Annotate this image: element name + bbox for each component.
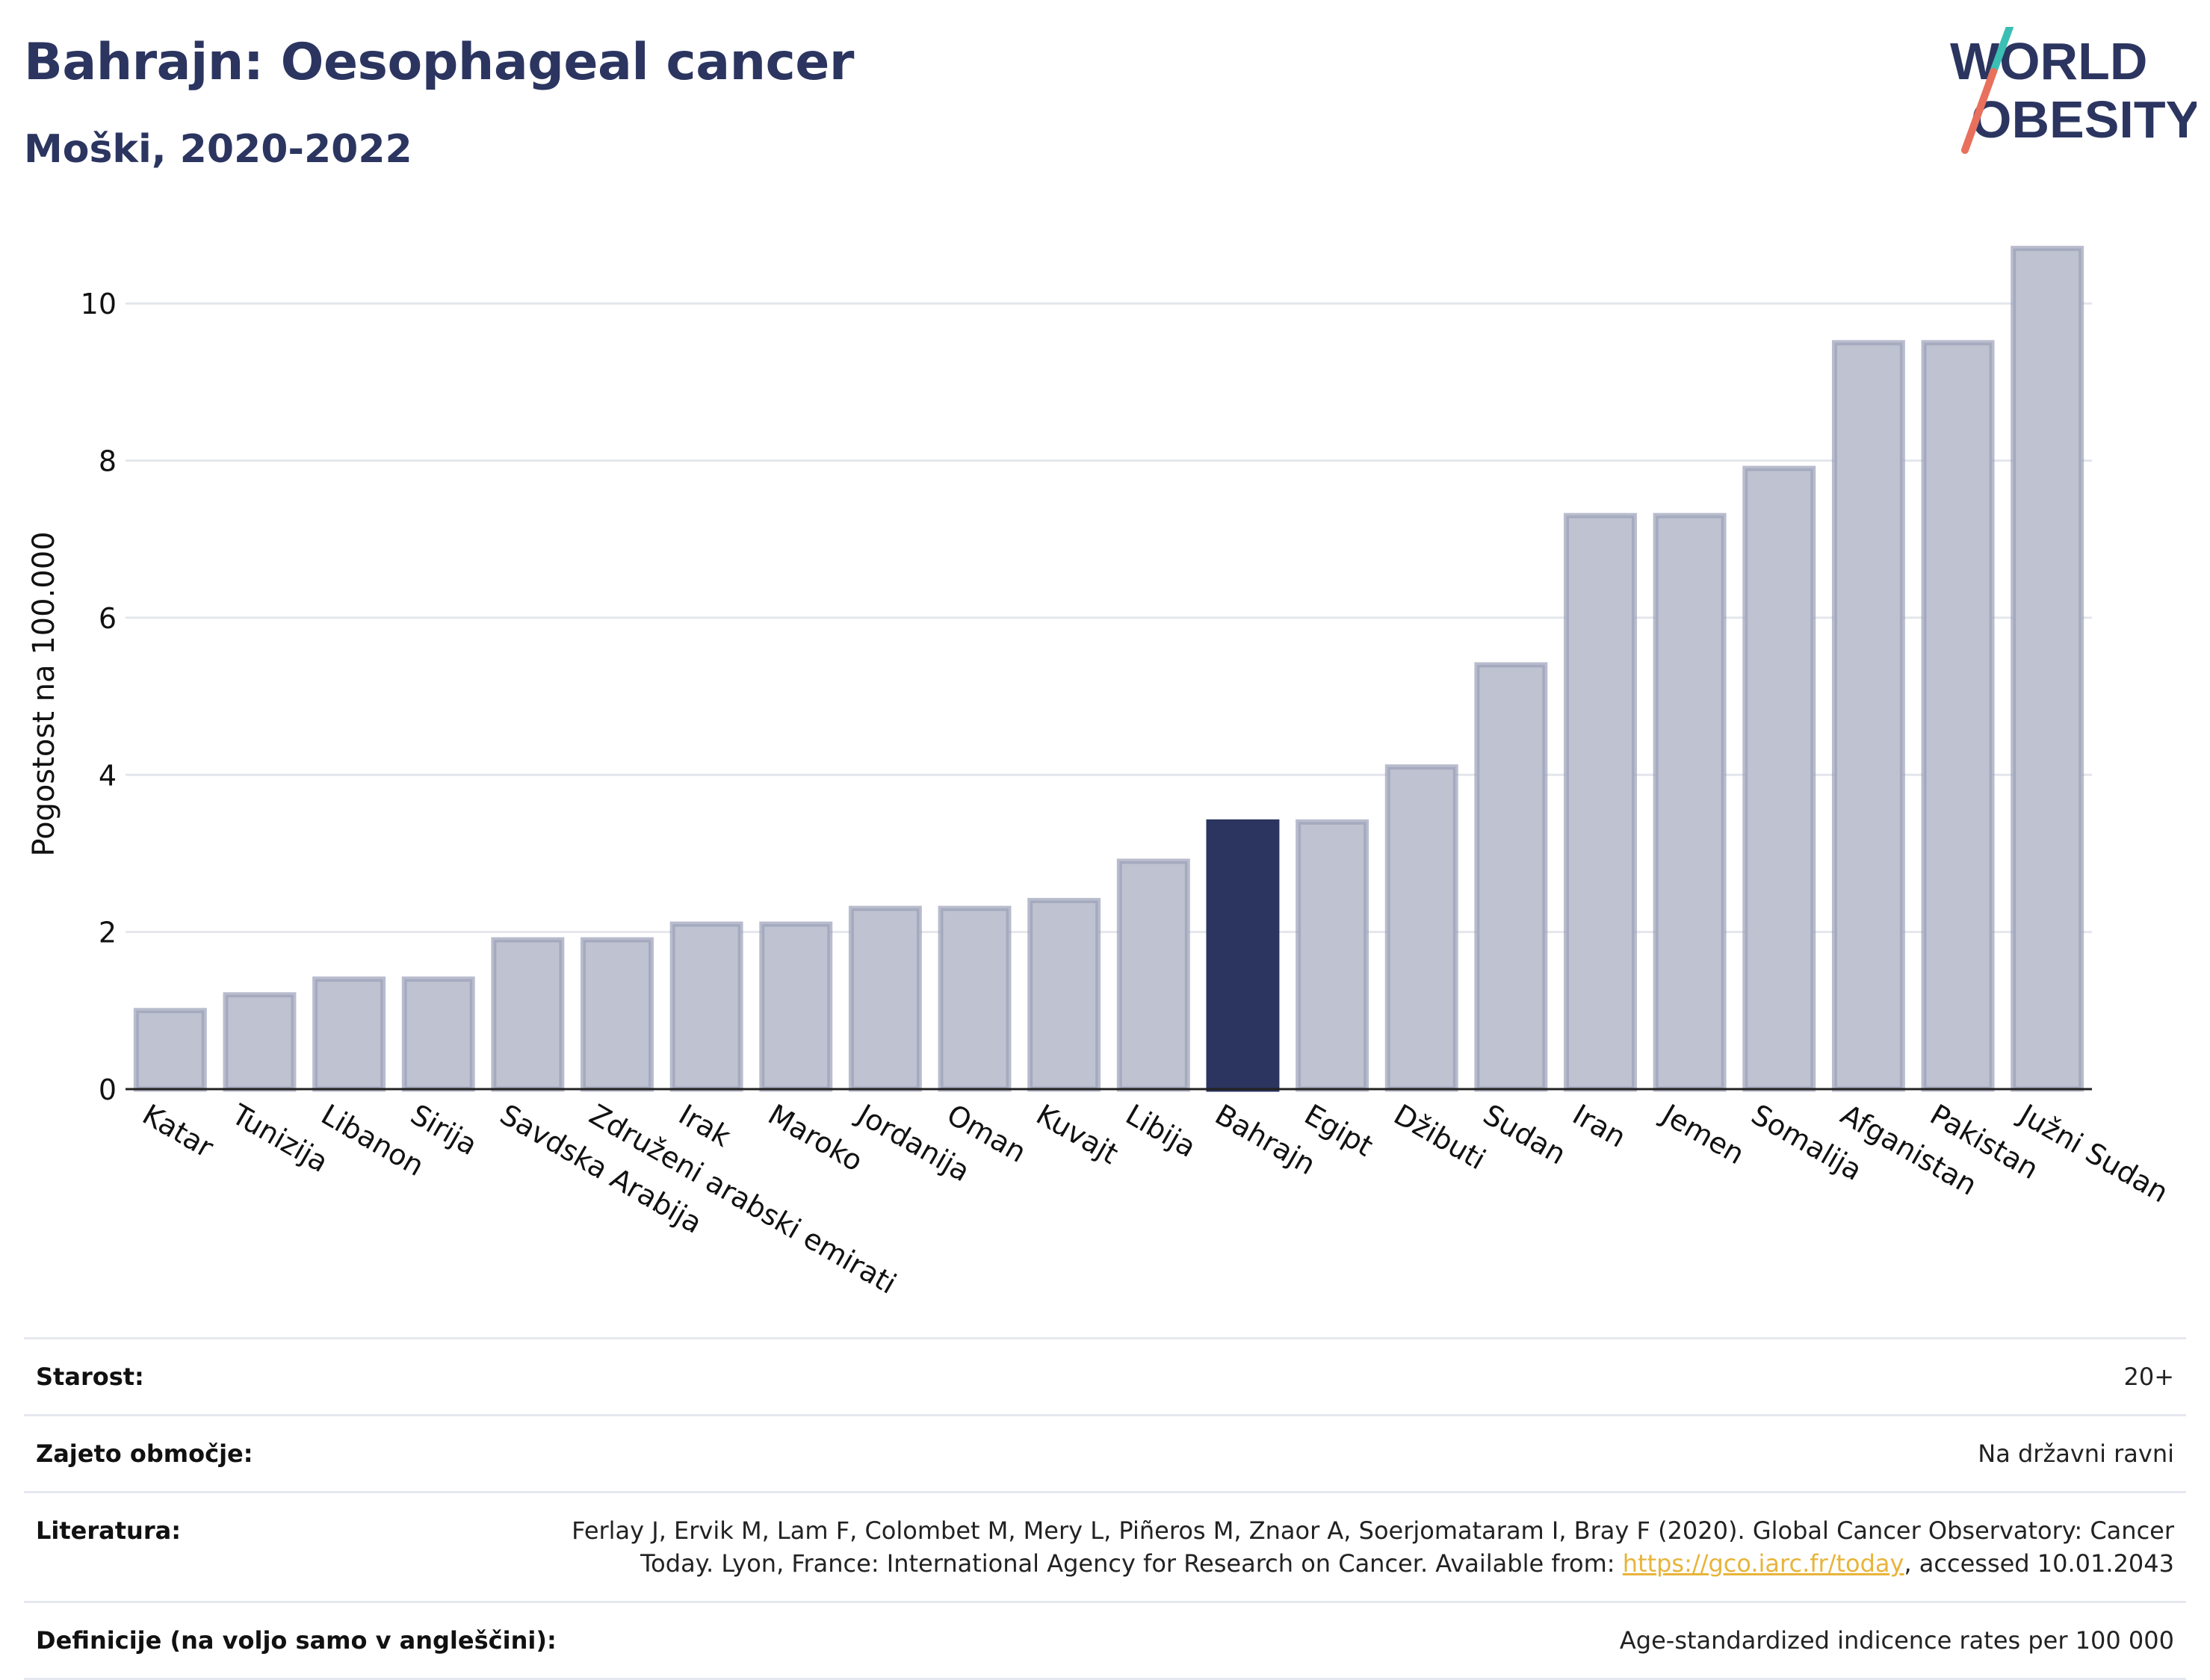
bar-jordanija xyxy=(848,905,922,1092)
bar-oman xyxy=(938,905,1012,1092)
x-tick-label: Maroko xyxy=(763,1098,869,1178)
literature-value: Ferlay J, Ervik M, Lam F, Colombet M, Me… xyxy=(568,1514,2174,1580)
bar-jemen xyxy=(1653,512,1727,1092)
y-tick-label: 4 xyxy=(99,759,117,792)
y-tick-label: 10 xyxy=(81,288,117,320)
svg-text:OBESITY: OBESITY xyxy=(1971,90,2197,149)
x-tick-label: Jemen xyxy=(1655,1097,1750,1171)
bar-somalija xyxy=(1742,465,1816,1092)
info-row-age: Starost: 20+ xyxy=(24,1337,2186,1414)
y-axis-ticks: 0 2 4 6 8 10 xyxy=(81,288,117,1106)
coverage-value: Na državni ravni xyxy=(1978,1439,2174,1468)
coverage-label: Zajeto območje: xyxy=(36,1439,253,1468)
x-tick-label: Tunizija xyxy=(226,1097,334,1179)
info-table: Starost: 20+ Zajeto območje: Na državni … xyxy=(24,1337,2186,1680)
x-tick-label: Sudan xyxy=(1478,1098,1572,1171)
bar-sudan xyxy=(1474,662,1548,1092)
literature-link[interactable]: https://gco.iarc.fr/today xyxy=(1622,1549,1904,1578)
bar-združeni-arabski-emirati xyxy=(581,937,654,1092)
bar-katar xyxy=(133,1008,207,1092)
bar-libanon xyxy=(312,976,386,1092)
literature-label: Literatura: xyxy=(36,1516,181,1545)
bar-tunizija xyxy=(223,992,297,1092)
world-obesity-logo: WORLD OBESITY xyxy=(1950,27,2197,154)
bar-sirija xyxy=(401,976,475,1092)
definitions-value: Age-standardized indicence rates per 100… xyxy=(1619,1626,2174,1655)
bar-južni-sudan xyxy=(2011,246,2084,1092)
x-tick-label: Katar xyxy=(137,1098,219,1165)
info-row-literature: Literatura: Ferlay J, Ervik M, Lam F, Co… xyxy=(24,1491,2186,1601)
bar-kuvajt xyxy=(1027,898,1101,1092)
svg-text:WORLD: WORLD xyxy=(1950,32,2147,90)
bar-pakistan xyxy=(1921,340,1995,1092)
y-tick-label: 2 xyxy=(99,917,117,949)
bar-maroko xyxy=(759,921,833,1092)
age-value: 20+ xyxy=(2123,1363,2174,1391)
bars xyxy=(133,246,2084,1092)
info-row-coverage: Zajeto območje: Na državni ravni xyxy=(24,1414,2186,1491)
page-title: Bahrajn: Oesophageal cancer xyxy=(24,33,854,92)
bar-afganistan xyxy=(1831,340,1905,1092)
x-tick-label: Kuvajt xyxy=(1031,1098,1124,1171)
bar-irak xyxy=(669,921,743,1092)
bar-iran xyxy=(1564,512,1637,1092)
bar-egipt xyxy=(1296,819,1369,1092)
x-tick-label: Iran xyxy=(1567,1098,1632,1154)
y-tick-label: 0 xyxy=(99,1073,117,1106)
bar-bahrajn xyxy=(1206,819,1280,1092)
x-tick-label: Bahrajn xyxy=(1210,1098,1321,1182)
y-tick-label: 8 xyxy=(99,445,117,478)
x-tick-label: Libija xyxy=(1120,1098,1201,1164)
literature-accessed: , accessed 10.01.2043 xyxy=(1904,1549,2174,1578)
page-subtitle: Moški, 2020-2022 xyxy=(24,127,412,172)
info-row-definitions: Definicije (na voljo samo v angleščini):… xyxy=(24,1601,2186,1680)
y-tick-label: 6 xyxy=(99,602,117,635)
x-tick-label: Libanon xyxy=(316,1098,430,1182)
bar-libija xyxy=(1116,858,1190,1092)
x-tick-label: Džibuti xyxy=(1388,1098,1491,1177)
age-label: Starost: xyxy=(36,1363,144,1391)
bar-savdska-arabija xyxy=(491,937,565,1092)
definitions-label: Definicije (na voljo samo v angleščini): xyxy=(36,1626,557,1655)
y-axis-label: Pogostost na 100.000 xyxy=(27,531,61,856)
bar-džibuti xyxy=(1384,764,1458,1092)
literature-text: Ferlay J, Ervik M, Lam F, Colombet M, Me… xyxy=(572,1516,2174,1578)
